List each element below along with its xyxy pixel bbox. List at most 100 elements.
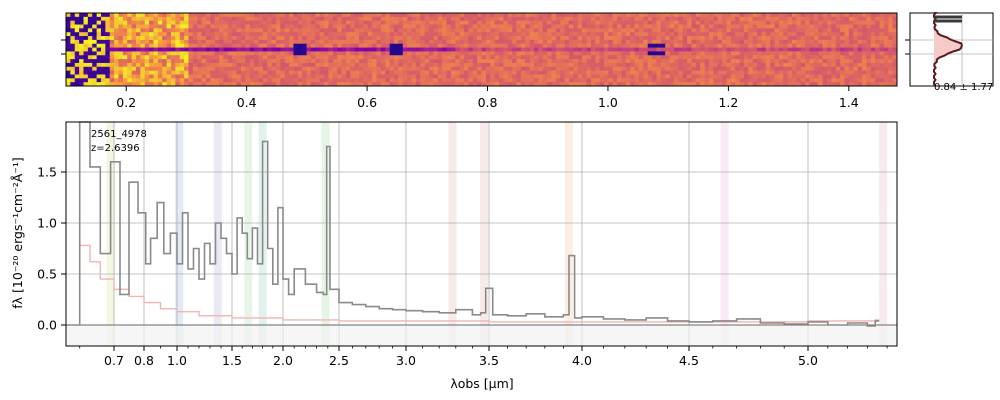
heatmap-cell (866, 32, 872, 37)
heatmap-cell (477, 51, 482, 56)
heatmap-cell (477, 32, 482, 37)
heatmap-cell (170, 39, 176, 45)
x-tick-label: 1.5 (222, 353, 242, 368)
heatmap-cell (630, 13, 635, 18)
heatmap-cell (757, 20, 762, 25)
heatmap-cell (778, 39, 784, 45)
heatmap-cell (682, 59, 688, 64)
heatmap-cell (652, 74, 657, 79)
heatmap-cell (827, 13, 832, 18)
heatmap-cell (455, 55, 461, 60)
heatmap-cell (83, 78, 89, 83)
heatmap-cell (813, 36, 819, 41)
heatmap-cell (219, 36, 224, 41)
heatmap-cell (140, 28, 146, 33)
heatmap-cell (210, 51, 216, 56)
heatmap-cell (564, 20, 570, 25)
heatmap-cell (179, 36, 185, 41)
heatmap-cell (507, 74, 513, 79)
heatmap-cell (380, 16, 386, 22)
heatmap-cell (345, 28, 351, 33)
heatmap-cell (669, 74, 675, 79)
heatmap-cell (813, 28, 819, 33)
heatmap-cell (205, 70, 211, 75)
heatmap-cell (131, 16, 137, 22)
heatmap-cell (214, 13, 220, 18)
heatmap-cell (402, 62, 408, 68)
heatmap-cell (267, 74, 272, 79)
heatmap-cell (262, 20, 268, 25)
heatmap-cell (214, 39, 220, 45)
heatmap-cell (92, 59, 98, 64)
heatmap-cell (752, 70, 758, 75)
heatmap-cell (835, 39, 841, 45)
heatmap-cell (813, 66, 819, 72)
heatmap-cell (494, 32, 500, 37)
heatmap-cell (743, 82, 749, 87)
heatmap-cell (74, 16, 80, 22)
heatmap-cell (625, 55, 631, 60)
heatmap-cell (162, 55, 167, 60)
heatmap-cell (149, 28, 154, 33)
heatmap-cell (783, 36, 789, 41)
spectrum-2d-x-ticks: 0.2 0.4 0.6 0.8 1.0 1.2 1.4 (116, 86, 859, 110)
heatmap-cell (704, 82, 710, 87)
heatmap-cell (92, 78, 98, 83)
heatmap-cell (582, 24, 587, 29)
heatmap-cell (748, 24, 754, 29)
heatmap-cell (385, 20, 391, 25)
heatmap-cell (302, 32, 307, 37)
heatmap-cell (551, 78, 557, 83)
heatmap-cell (149, 74, 154, 79)
heatmap-cell (778, 43, 784, 48)
heatmap-cell (647, 28, 653, 33)
heatmap-cell (157, 36, 163, 41)
heatmap-cell (210, 78, 216, 83)
heatmap-cell (700, 36, 705, 41)
heatmap-cell (512, 47, 517, 52)
heatmap-cell (757, 36, 762, 41)
heatmap-cell (669, 20, 675, 25)
heatmap-cell (617, 43, 622, 48)
heatmap-cell (429, 36, 434, 41)
heatmap-cell (498, 24, 504, 29)
heatmap-cell (862, 70, 867, 75)
heatmap-cell (87, 78, 93, 83)
heatmap-cell (647, 82, 653, 87)
heatmap-cell (822, 16, 828, 22)
heatmap-cell (551, 39, 557, 45)
heatmap-cell (879, 16, 885, 22)
heatmap-cell (752, 51, 758, 56)
heatmap-cell (398, 47, 404, 52)
heatmap-cell (796, 62, 802, 68)
heatmap-cell (411, 24, 417, 29)
heatmap-cell (201, 66, 207, 72)
heatmap-cell (380, 66, 386, 72)
heatmap-cell (752, 16, 758, 22)
heatmap-cell (621, 55, 627, 60)
heatmap-cell (866, 51, 872, 56)
heatmap-cell (394, 55, 399, 60)
heatmap-cell (74, 47, 80, 52)
heatmap-cell (638, 55, 644, 60)
heatmap-cell (455, 78, 461, 83)
heatmap-cell (555, 28, 561, 33)
heatmap-cell (678, 70, 684, 75)
heatmap-cell (870, 62, 876, 68)
heatmap-cell (149, 70, 154, 75)
heatmap-cell (818, 74, 824, 79)
heatmap-cell (201, 16, 207, 22)
heatmap-cell (219, 13, 224, 18)
heatmap-cell (485, 20, 491, 25)
heatmap-cell (792, 62, 797, 68)
heatmap-cell (625, 24, 631, 29)
heatmap-cell (197, 66, 202, 72)
heatmap-cell (879, 70, 885, 75)
heatmap-cell (92, 66, 98, 72)
heatmap-cell (442, 66, 447, 72)
heatmap-cell (114, 43, 119, 48)
heatmap-cell (162, 82, 167, 87)
heatmap-cell (324, 13, 329, 18)
heatmap-cell (367, 70, 373, 75)
heatmap-cell (494, 28, 500, 33)
